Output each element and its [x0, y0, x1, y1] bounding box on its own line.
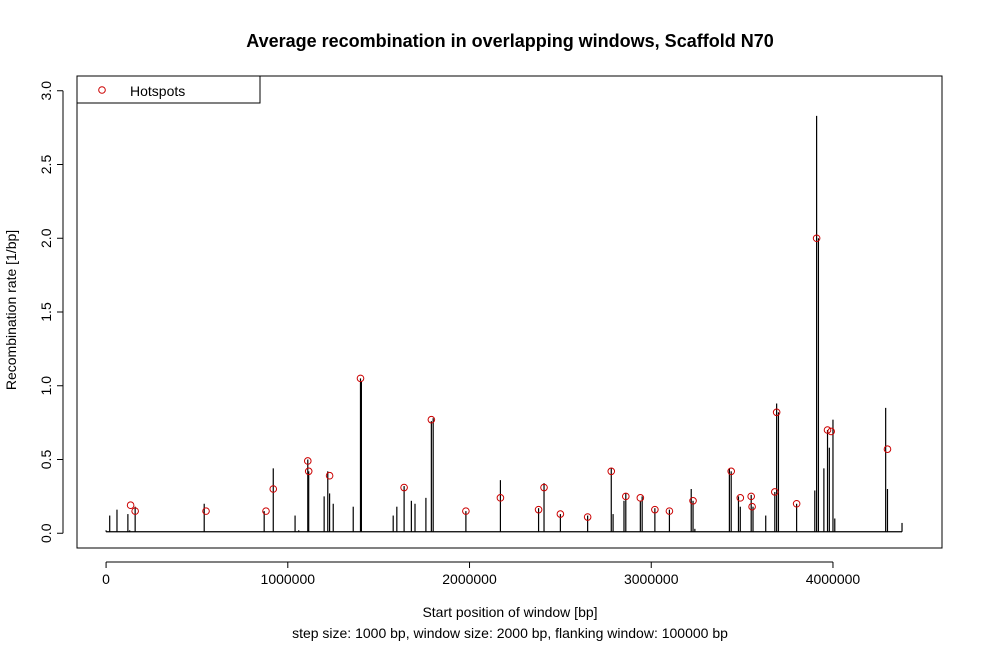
x-tick-label: 0 [102, 571, 110, 587]
x-axis: 0 1000000 2000000 3000000 4000000 [102, 561, 861, 587]
y-tick-label: 0.5 [38, 450, 54, 470]
hotspot-point [771, 488, 779, 496]
hotspot-point [812, 234, 821, 243]
hotspot-point [583, 513, 592, 521]
hotspot-point [748, 502, 756, 511]
x-tick-label: 3000000 [624, 571, 679, 587]
hotspot-point [772, 408, 781, 417]
y-axis: 0.0 0.5 1.0 1.5 2.0 2.5 3.0 [38, 81, 64, 543]
y-tick-label: 0.0 [38, 523, 54, 543]
legend-label-hotspots: Hotspots [130, 83, 185, 99]
hotspot-point [665, 507, 674, 515]
legend: Hotspots [76, 75, 261, 104]
hotspot-point [131, 507, 139, 515]
y-tick-label: 1.0 [38, 376, 54, 396]
y-tick-label: 2.5 [38, 155, 54, 175]
hotspot-point [427, 415, 436, 424]
x-tick-label: 4000000 [806, 571, 861, 587]
hotspot-point [622, 492, 630, 501]
hotspot-point [651, 505, 659, 514]
x-axis-sublabel: step size: 1000 bp, window size: 2000 bp… [292, 625, 728, 641]
hotspot-point [462, 507, 470, 515]
hotspot-point [534, 505, 543, 514]
hotspot-point [325, 471, 334, 480]
hotspot-point [636, 494, 645, 502]
plot-area [105, 115, 903, 533]
legend-box [76, 75, 261, 104]
hotspot-point [540, 483, 548, 492]
hotspot-point [303, 457, 312, 465]
hotspot-point [727, 467, 736, 476]
y-tick-label: 3.0 [38, 81, 54, 101]
hotspot-point [827, 427, 835, 436]
hotspot-point [883, 445, 892, 453]
hotspot-point [747, 492, 755, 501]
legend-hotspot-marker [98, 86, 106, 94]
chart-title: Average recombination in overlapping win… [246, 31, 773, 51]
hotspot-point [356, 374, 365, 383]
x-tick-label: 2000000 [442, 571, 497, 587]
hotspot-point [304, 467, 313, 476]
hotspot-point [400, 483, 408, 492]
hotspot-point [607, 467, 616, 476]
hotspot-point [126, 501, 135, 510]
x-axis-label: Start position of window [bp] [422, 604, 597, 620]
y-tick-label: 2.0 [38, 228, 54, 248]
hotspot-point [736, 494, 745, 502]
y-tick-label: 1.5 [38, 302, 54, 322]
y-axis-label: Recombination rate [1/bp] [3, 230, 19, 390]
hotspot-point [556, 510, 565, 518]
hotspot-point [269, 485, 278, 493]
plot-frame [76, 75, 943, 549]
x-tick-label: 1000000 [261, 571, 316, 587]
hotspot-point [202, 507, 210, 515]
hotspot-point [689, 497, 697, 505]
hotspot-point [496, 494, 505, 502]
hotspot-point [262, 507, 270, 515]
hotspot-point [823, 426, 832, 434]
hotspot-point [792, 499, 801, 508]
